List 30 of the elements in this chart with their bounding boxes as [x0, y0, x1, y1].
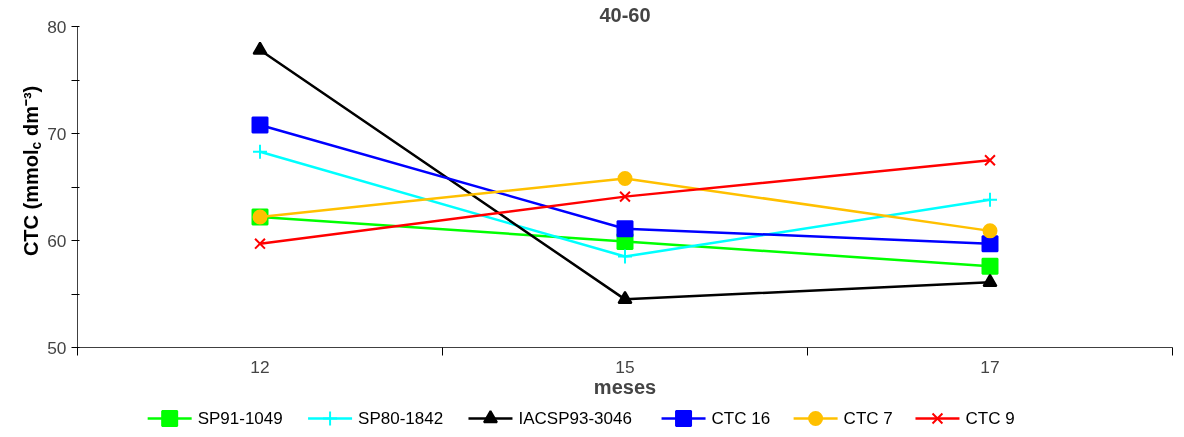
x-tick-label: 17: [980, 356, 1000, 377]
legend-label: CTC 9: [965, 409, 1015, 428]
point: [251, 116, 269, 134]
y-tick-label: 80: [47, 16, 67, 37]
point: [617, 170, 633, 186]
point: [617, 248, 633, 265]
point: [619, 190, 631, 203]
point: [981, 235, 999, 253]
point: [252, 143, 268, 160]
chart-title: 40-60: [599, 3, 651, 26]
point: [984, 154, 996, 167]
y-tick-label: 60: [47, 230, 67, 251]
x-tick-label: 15: [615, 356, 635, 377]
legend-label: SP80-1842: [358, 409, 444, 428]
point: [982, 191, 998, 208]
point: [616, 220, 634, 238]
legend-label: CTC 7: [843, 409, 893, 428]
y-axis-title: CTC (mmolc dm⁻³): [19, 85, 44, 257]
y-tick-label: 70: [47, 123, 67, 144]
point: [252, 41, 268, 55]
x-tick-label: 12: [250, 356, 270, 377]
point: [254, 237, 266, 250]
legend-label: SP91-1049: [197, 409, 283, 428]
legend-label: CTC 16: [711, 409, 771, 428]
y-tick-label: 50: [47, 337, 67, 358]
legend-label: IACSP93-3046: [518, 409, 632, 428]
point: [982, 223, 998, 239]
x-axis-title: meses: [593, 375, 657, 398]
point: [617, 290, 633, 305]
point: [981, 257, 999, 275]
